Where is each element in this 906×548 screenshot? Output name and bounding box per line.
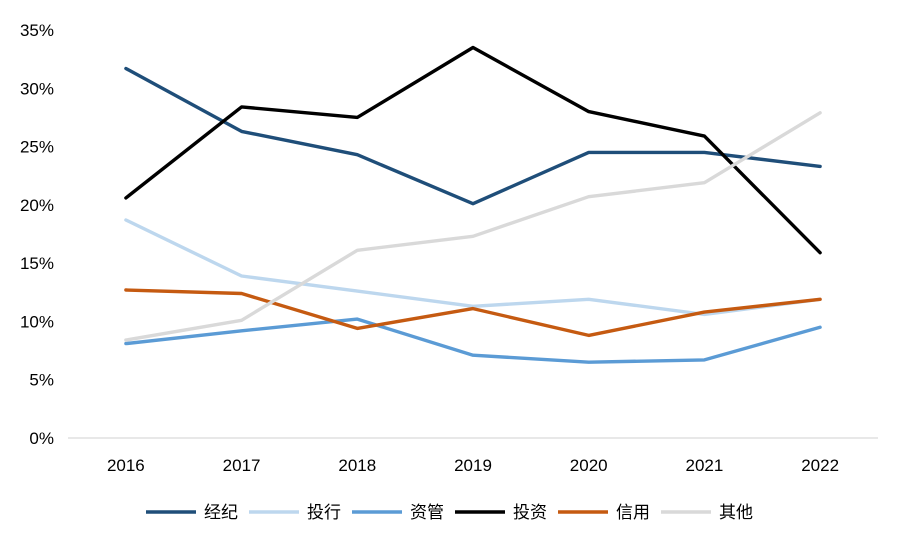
- x-tick-label: 2021: [686, 456, 724, 475]
- y-tick-label: 35%: [20, 21, 54, 40]
- y-tick-label: 30%: [20, 79, 54, 98]
- x-tick-label: 2020: [570, 456, 608, 475]
- series-line: [124, 111, 822, 342]
- x-tick-label: 2022: [801, 456, 839, 475]
- legend-label: 信用: [616, 503, 650, 523]
- series-line: [124, 45, 822, 255]
- y-tick-label: 15%: [20, 254, 54, 273]
- legend-label: 投行: [307, 503, 341, 523]
- legend: 经纪 投行 资管 投资 信用 其他: [146, 503, 753, 523]
- legend-label: 经纪: [204, 503, 238, 523]
- series-line: [124, 288, 822, 338]
- series-line: [124, 218, 822, 317]
- y-tick-label: 5%: [29, 371, 54, 390]
- x-axis-ticks: 2016 2017 2018 2019 2020 2021 2022: [107, 456, 839, 475]
- series-lines: [124, 45, 822, 364]
- y-tick-label: 20%: [20, 196, 54, 215]
- y-tick-label: 10%: [20, 312, 54, 331]
- legend-label: 投资: [513, 503, 547, 523]
- x-tick-label: 2019: [454, 456, 492, 475]
- y-axis-ticks: 0% 5% 10% 15% 20% 25% 30% 35%: [20, 21, 54, 448]
- y-tick-label: 0%: [29, 429, 54, 448]
- legend-label: 其他: [719, 503, 753, 523]
- x-tick-label: 2016: [107, 456, 145, 475]
- y-tick-label: 25%: [20, 138, 54, 157]
- x-tick-label: 2017: [223, 456, 261, 475]
- series-line: [124, 317, 822, 364]
- legend-label: 资管: [410, 503, 444, 523]
- x-tick-label: 2018: [338, 456, 376, 475]
- series-line: [124, 66, 822, 206]
